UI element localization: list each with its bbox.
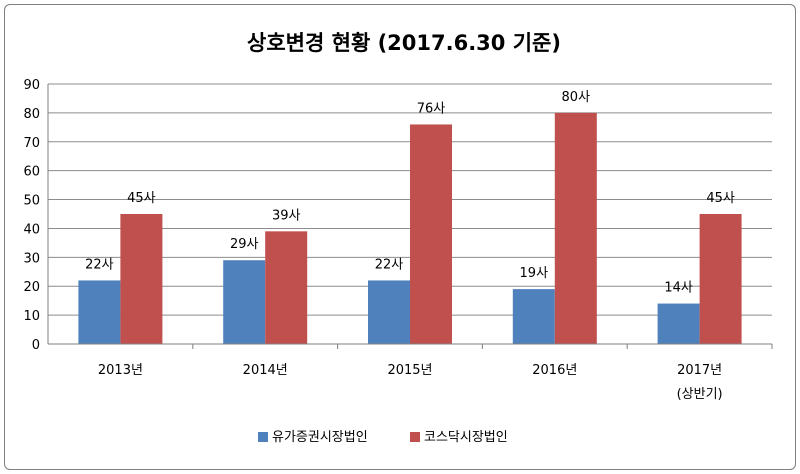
x-category-label: 2013년: [98, 363, 143, 378]
data-label: 19사: [520, 266, 549, 281]
y-tick-label: 50: [23, 194, 40, 209]
bar-kospi-4: [657, 303, 700, 344]
chart-title: 상호변경 현황 (2017.6.30 기준): [247, 31, 561, 55]
y-tick-label: 80: [23, 107, 40, 122]
bar-kosdaq-0: [120, 214, 163, 344]
y-tick-label: 0: [32, 338, 40, 353]
legend-label: 유가증권시장법인: [272, 430, 368, 445]
y-tick-label: 60: [23, 165, 40, 180]
bar-kospi-1: [223, 260, 266, 344]
data-labels: 22사 45사 29사 39사 22사 76사 19사 80사 14사 45사: [85, 90, 735, 296]
x-category-label: 2016년: [532, 363, 577, 378]
x-category-label: 2017년: [677, 363, 722, 378]
data-label: 39사: [272, 208, 301, 223]
x-category-label: (상반기): [677, 387, 723, 402]
data-label: 29사: [230, 237, 259, 252]
y-tick-label: 40: [23, 222, 40, 237]
bars: [78, 112, 742, 344]
legend-swatch: [410, 432, 420, 442]
y-tick-label: 20: [23, 280, 40, 295]
legend-swatch: [258, 432, 268, 442]
data-label: 14사: [664, 281, 693, 296]
data-label: 76사: [417, 101, 446, 116]
bar-kosdaq-2: [410, 124, 452, 344]
data-label: 45사: [127, 191, 156, 206]
bar-kosdaq-1: [265, 231, 308, 344]
legend-label: 코스닥시장법인: [424, 430, 508, 445]
bar-kospi-3: [512, 289, 555, 344]
bar-kospi-0: [78, 280, 121, 344]
y-tick-label: 10: [23, 309, 40, 324]
x-category-label: 2014년: [243, 363, 288, 378]
y-tick-label: 70: [23, 136, 40, 151]
y-tick-label: 30: [23, 251, 40, 266]
data-label: 22사: [375, 257, 404, 272]
bar-kospi-2: [368, 280, 410, 344]
y-tick-label: 90: [23, 78, 40, 93]
x-category-label: 2015년: [387, 363, 432, 378]
bar-kosdaq-4: [699, 214, 742, 344]
data-label: 45사: [706, 191, 735, 206]
data-label: 22사: [85, 257, 114, 272]
y-axis-ticks: 0 10 20 30 40 50 60 70 80 90: [23, 78, 40, 353]
bar-kosdaq-3: [554, 112, 597, 344]
data-label: 80사: [562, 90, 591, 105]
axes: [47, 84, 773, 349]
x-axis-categories: 2013년 2014년 2015년 2016년 2017년 (상반기): [98, 363, 723, 402]
legend: 유가증권시장법인 코스닥시장법인: [258, 430, 508, 445]
